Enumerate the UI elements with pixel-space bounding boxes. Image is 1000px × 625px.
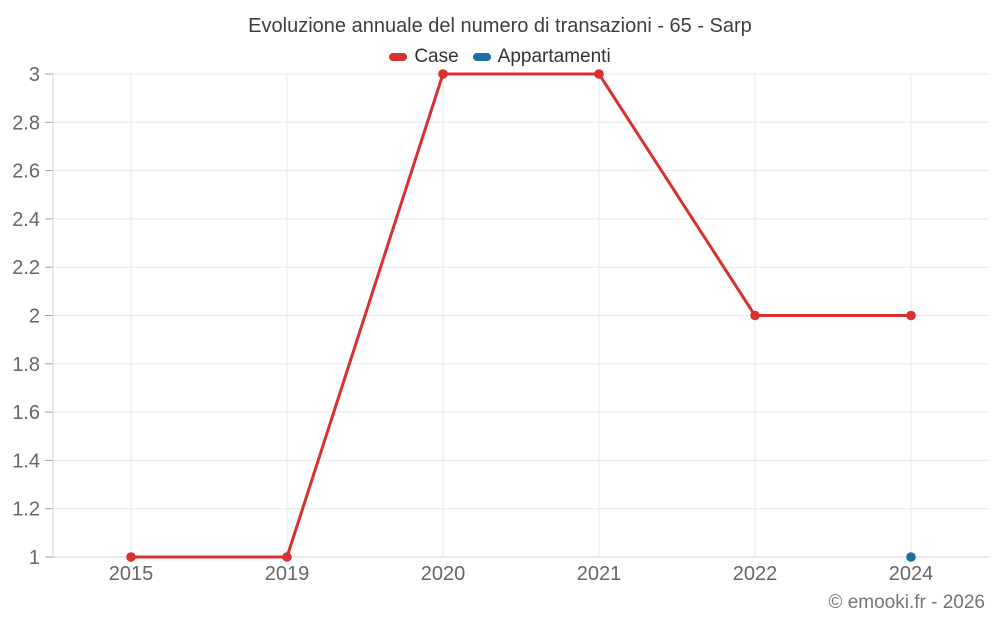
data-point xyxy=(594,69,604,79)
x-axis-label: 2024 xyxy=(889,563,934,585)
x-axis-label: 2022 xyxy=(733,563,778,585)
legend-label-case: Case xyxy=(414,46,459,67)
data-point xyxy=(906,552,916,562)
y-axis-label: 1.8 xyxy=(12,354,40,376)
y-axis-label: 3 xyxy=(29,64,40,86)
grid-lines xyxy=(53,73,989,558)
x-axis-label: 2015 xyxy=(109,563,154,585)
legend-marker-appartamenti-icon xyxy=(472,53,491,61)
y-axis-label: 2 xyxy=(29,306,40,328)
y-axis-label: 1.6 xyxy=(12,402,40,424)
y-axis-label: 2.8 xyxy=(12,112,40,134)
y-axis-label: 1 xyxy=(29,547,40,569)
legend-item-case[interactable]: Case xyxy=(389,46,459,68)
series-group xyxy=(126,69,916,562)
legend-item-appartamenti[interactable]: Appartamenti xyxy=(472,46,611,68)
series-case xyxy=(126,69,916,562)
axis-labels: 1 1.2 1.4 1.6 1.8 2 2.2 2.4 2.6 2.8 3 2015 2019 2020 2… xyxy=(12,64,933,585)
series-appartamenti xyxy=(906,552,916,562)
y-axis-label: 2.6 xyxy=(12,161,40,183)
y-axis-label: 2.4 xyxy=(12,209,40,231)
chart-title: Evoluzione annuale del numero di transaz… xyxy=(248,15,752,37)
legend-marker-case-icon xyxy=(389,53,408,61)
y-axis-label: 1.2 xyxy=(12,499,40,521)
data-point xyxy=(438,69,448,79)
x-axis-label: 2021 xyxy=(577,563,622,585)
x-axis-label: 2020 xyxy=(421,563,466,585)
x-axis-label: 2019 xyxy=(265,563,310,585)
y-axis-label: 1.4 xyxy=(12,450,40,472)
y-axis-label: 2.2 xyxy=(12,257,40,279)
data-point xyxy=(126,552,136,562)
data-point xyxy=(282,552,292,562)
credits-link[interactable]: © emooki.fr - 2026 xyxy=(828,592,985,613)
series-line xyxy=(129,72,913,559)
data-point xyxy=(906,310,916,321)
chart-legend: Case Appartamenti xyxy=(0,45,1000,69)
legend-label-appartamenti: Appartamenti xyxy=(497,46,611,67)
data-point xyxy=(750,310,760,321)
